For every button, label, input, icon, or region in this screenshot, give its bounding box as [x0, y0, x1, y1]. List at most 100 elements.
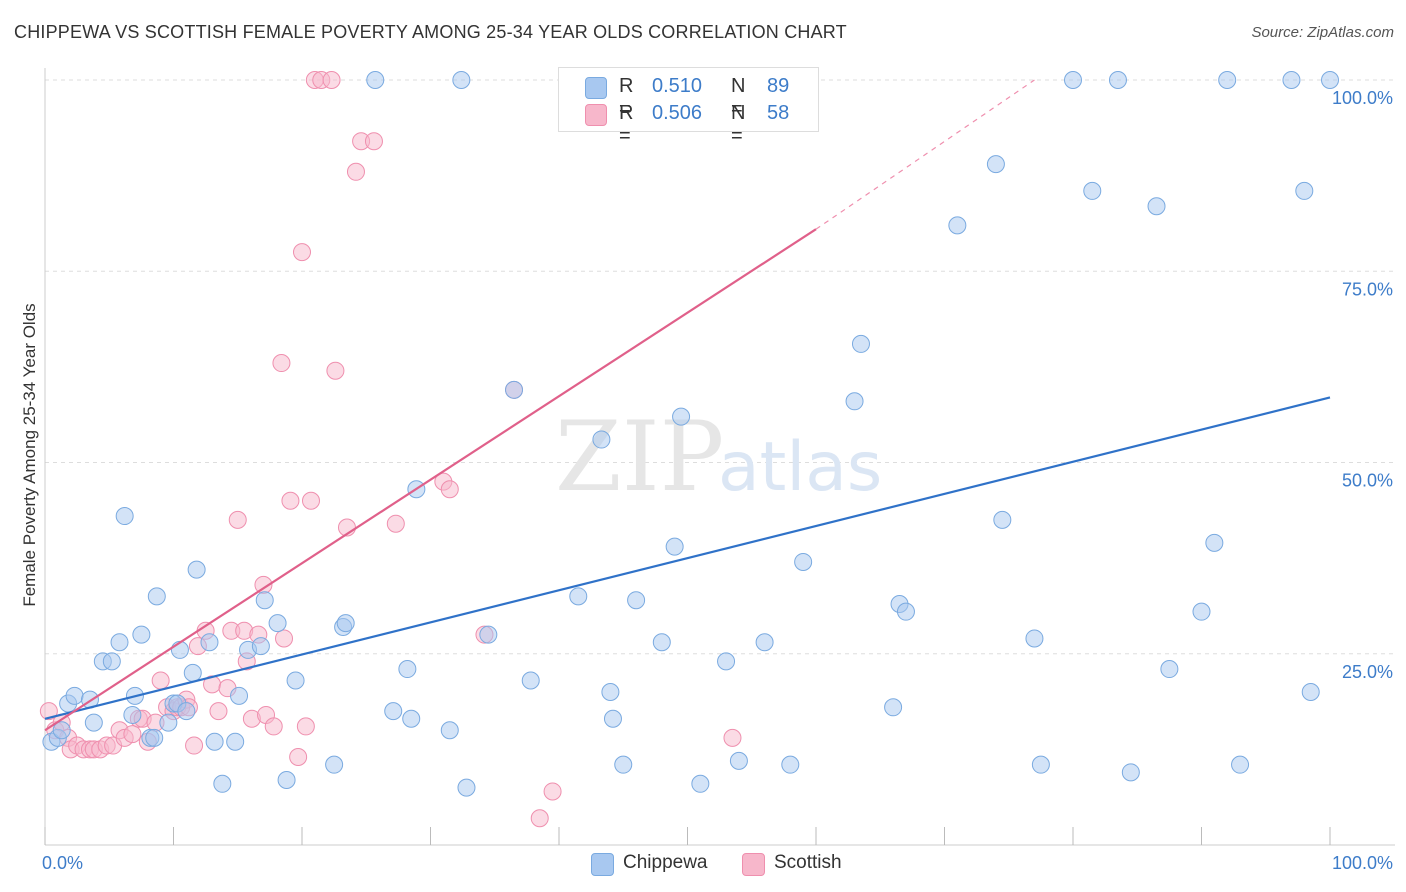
chippewa-point [226, 732, 245, 751]
scottish-point [440, 480, 459, 499]
chippewa-point [1295, 181, 1314, 200]
chippewa-point [1282, 71, 1301, 89]
n-label: N = [731, 75, 746, 120]
r-label: R = [619, 102, 634, 147]
scottish-point [264, 717, 283, 736]
chippewa-point [755, 633, 774, 652]
chippewa-point [384, 702, 403, 721]
chippewa-point [200, 633, 219, 652]
chippewa-point [614, 755, 633, 774]
chippewa-point [1025, 629, 1044, 648]
chippewa-point [398, 660, 417, 679]
scottish-point [151, 671, 170, 690]
chippewa-point [851, 334, 870, 353]
watermark-atlas: atlas [718, 428, 882, 507]
chippewa-point [781, 755, 800, 774]
chippewa-point [521, 671, 540, 690]
y-tick-label: 100.0% [1332, 88, 1393, 108]
chippewa-point [177, 702, 196, 721]
chippewa-point [948, 216, 967, 235]
scottish-point [301, 491, 320, 510]
chippewa-point [1147, 197, 1166, 216]
chippewa-point [652, 633, 671, 652]
chippewa-point [896, 602, 915, 621]
chippewa-point [268, 614, 287, 633]
source-credit: Source: ZipAtlas.com [1251, 24, 1394, 41]
tick-labels: 25.0% 50.0% 75.0% 100.0% 0.0% 100.0% [42, 88, 1393, 873]
scottish-r-value: 0.506 [652, 102, 703, 124]
chippewa-point [145, 728, 164, 747]
chippewa-n-value: 89 [767, 75, 790, 97]
r-label: R = [619, 75, 634, 120]
scottish-point [228, 510, 247, 529]
chippewa-point [183, 663, 202, 682]
chippewa-point [1231, 755, 1250, 774]
y-tick-label: 50.0% [1342, 471, 1393, 491]
chippewa-point [1301, 683, 1320, 701]
scottish-point [386, 514, 405, 533]
chippewa-point [1121, 763, 1140, 782]
scottish-swatch [742, 853, 765, 876]
scottish-point [275, 629, 294, 648]
chippewa-point [452, 71, 471, 89]
chippewa-point [1321, 71, 1339, 89]
scottish-point [543, 782, 562, 801]
chippewa-point [601, 683, 620, 701]
chippewa-point [794, 552, 813, 571]
scottish-point [289, 748, 308, 767]
chippewa-point [1108, 71, 1127, 89]
chippewa-point [457, 778, 476, 797]
scottish-trend-line [44, 228, 817, 732]
scottish-point [209, 702, 228, 721]
chippewa-point [159, 713, 178, 732]
chippewa-point [993, 510, 1012, 529]
trend-lines [44, 79, 1331, 732]
chippewa-point [65, 686, 84, 705]
chippewa-point [986, 155, 1005, 174]
scottish-point [293, 243, 311, 262]
chippewa-point [691, 774, 710, 793]
chippewa-point [366, 71, 385, 89]
legend-label-scottish: Scottish [774, 852, 842, 873]
scottish-point [281, 491, 300, 510]
chippewa-point [402, 709, 421, 728]
chippewa-point [115, 507, 134, 526]
chippewa-point [1160, 660, 1179, 679]
chippewa-point [1031, 755, 1050, 774]
scottish-point [185, 736, 204, 755]
chippewa-point [1218, 71, 1237, 89]
scottish-point [346, 162, 365, 181]
chippewa-point [627, 591, 646, 610]
chippewa-point [132, 625, 151, 644]
x-tick-label: 0.0% [42, 853, 83, 873]
chippewa-point [1205, 533, 1224, 552]
scottish-point [123, 725, 142, 744]
chippewa-point [884, 698, 903, 717]
chippewa-point [325, 755, 344, 774]
scottish-point [326, 361, 345, 380]
chippewa-point [187, 560, 206, 579]
chippewa-point [717, 652, 736, 671]
scottish-point [322, 71, 341, 89]
scottish-n-value: 58 [767, 102, 790, 124]
chippewa-point [123, 705, 142, 724]
chippewa-point [230, 686, 249, 705]
scottish-point [364, 132, 383, 151]
chippewa-point [205, 732, 224, 751]
chart-title: CHIPPEWA VS SCOTTISH FEMALE POVERTY AMON… [14, 22, 847, 42]
chippewa-point [479, 625, 498, 644]
chippewa-point [336, 614, 355, 633]
chippewa-point [592, 430, 611, 449]
legend-label-chippewa: Chippewa [623, 852, 708, 873]
scottish-point [723, 728, 742, 747]
chippewa-swatch [585, 77, 607, 99]
chippewa-point [672, 407, 691, 426]
chippewa-point [213, 774, 232, 793]
chippewa-point [845, 392, 864, 411]
chippewa-point [1192, 602, 1211, 621]
scottish-point [296, 717, 315, 736]
n-label: N = [731, 102, 746, 147]
y-tick-label: 25.0% [1342, 662, 1393, 682]
